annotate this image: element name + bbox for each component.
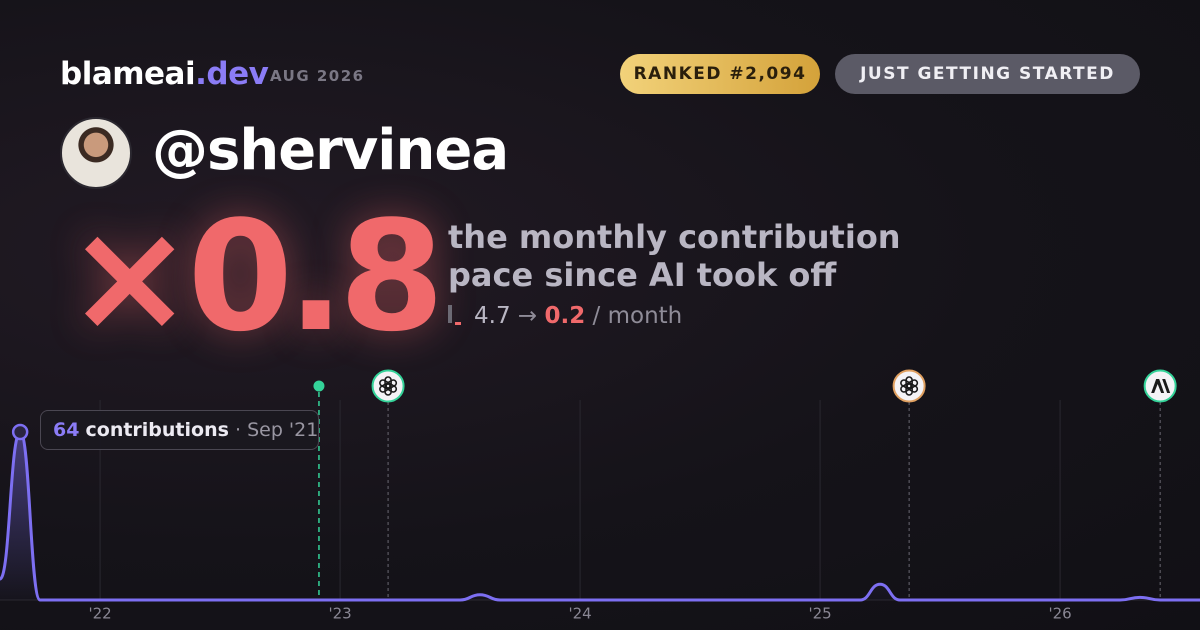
- before-rate: 4.7: [474, 303, 511, 329]
- event-badge: [892, 369, 926, 403]
- brand: blameai.dev: [60, 56, 269, 92]
- tooltip-label: contributions: [85, 419, 229, 441]
- line: [0, 430, 1200, 602]
- x-tick-label: '23: [328, 605, 351, 623]
- x-tick-label: '24: [568, 605, 591, 623]
- level-badge: JUST GETTING STARTED: [835, 54, 1140, 94]
- brand-name: blameai: [60, 56, 196, 92]
- brand-suffix: .dev: [195, 56, 269, 92]
- event-icon: [892, 369, 926, 403]
- event-icon: [1143, 369, 1177, 403]
- description: pace since AI took off: [448, 256, 837, 294]
- tooltip-value: 64: [53, 419, 80, 441]
- stats-icon: [448, 305, 462, 325]
- tooltip-date: Sep '21: [247, 419, 319, 441]
- avatar: [60, 117, 132, 189]
- tooltip-separator: ·: [234, 419, 242, 441]
- handle: @shervinea: [152, 118, 509, 183]
- peak-marker: [11, 423, 29, 441]
- multiplier: ×0.8: [66, 188, 445, 365]
- rank-badge: RANKED #2,094: [620, 54, 820, 94]
- event-dot: [313, 380, 325, 392]
- unit: / month: [592, 303, 683, 329]
- event-icon: [371, 369, 405, 403]
- date: AUG 2026: [270, 67, 365, 85]
- stats: 4.7 → 0.2 / month: [448, 303, 682, 329]
- logo-petal: [379, 379, 392, 390]
- after-rate: 0.2: [544, 303, 586, 329]
- x-tick-label: '25: [808, 605, 831, 623]
- event-badge: [371, 369, 405, 403]
- logo-mark: [1151, 379, 1171, 393]
- tooltip: 64 contributions · Sep '21: [40, 410, 319, 450]
- x-tick-label: '22: [88, 605, 111, 623]
- x-tick-label: '26: [1048, 605, 1071, 623]
- area: [0, 432, 1200, 600]
- description: the monthly contribution: [448, 218, 901, 256]
- arrow: →: [517, 303, 538, 329]
- logo-petal: [900, 379, 913, 390]
